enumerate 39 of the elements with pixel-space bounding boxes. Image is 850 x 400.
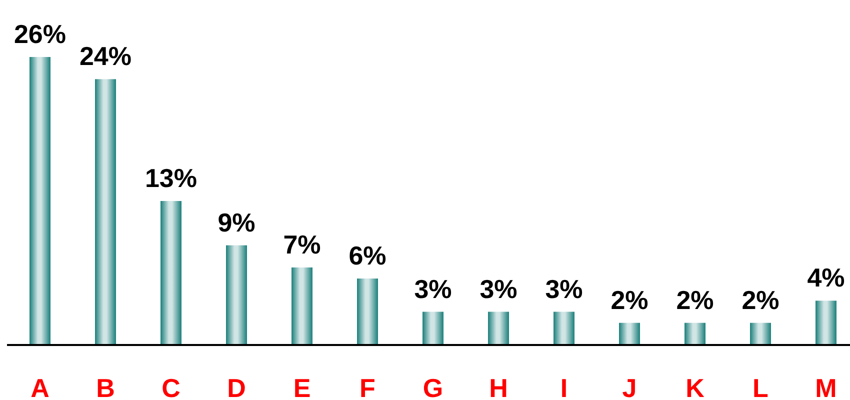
x-tick-label: G: [422, 373, 444, 400]
data-label: 2%: [676, 284, 714, 315]
bar: [226, 245, 247, 345]
x-tick-label: H: [489, 373, 508, 400]
x-tick-label: A: [30, 373, 50, 400]
data-label: 9%: [218, 207, 256, 238]
x-tick-label: C: [162, 373, 181, 400]
data-label: 2%: [742, 284, 780, 315]
data-label: 6%: [348, 240, 386, 271]
data-label: 2%: [610, 284, 648, 315]
bar: [160, 201, 182, 345]
data-label: 3%: [414, 274, 452, 304]
bar: [816, 300, 836, 345]
x-tick-label: I: [560, 373, 568, 400]
bar: [422, 312, 444, 345]
bar: [750, 322, 771, 345]
x-tick-label: L: [752, 373, 769, 400]
data-label: 3%: [545, 274, 583, 304]
bar: [95, 79, 116, 345]
x-tick-label: J: [622, 373, 637, 400]
x-tick-label: B: [96, 373, 115, 400]
data-label: 26%: [14, 19, 66, 49]
x-tick-label: D: [227, 373, 246, 400]
bar: [554, 312, 574, 345]
x-tick-label: K: [686, 373, 705, 400]
bar: [30, 57, 50, 345]
x-tick-label: F: [360, 373, 376, 400]
x-tick-label: E: [293, 373, 311, 400]
data-label: 3%: [480, 274, 518, 304]
bar: [684, 322, 706, 345]
data-label: 24%: [79, 41, 132, 72]
bar: [292, 267, 312, 345]
data-label: 4%: [807, 262, 845, 293]
bar: [357, 278, 378, 345]
x-tick-label: M: [815, 373, 837, 400]
data-label: 13%: [144, 163, 198, 193]
data-label: 7%: [283, 229, 321, 260]
bar: [488, 312, 509, 345]
bar: [619, 322, 640, 345]
